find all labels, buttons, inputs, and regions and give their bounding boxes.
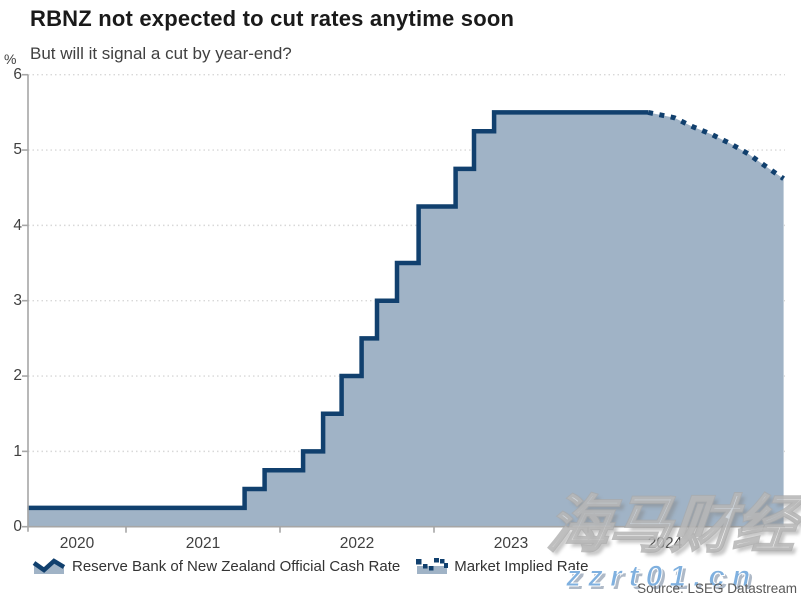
- y-axis-unit-label: %: [4, 51, 17, 67]
- y-tick-label: 0: [13, 518, 22, 535]
- x-tick-label: 2024: [647, 535, 683, 552]
- y-tick-label: 2: [13, 367, 22, 384]
- x-tick-label: 2020: [59, 535, 95, 552]
- legend-label-market-implied-rate: Market Implied Rate: [454, 557, 589, 575]
- y-tick-label: 1: [13, 443, 22, 460]
- chart-subtitle: But will it signal a cut by year-end?: [30, 44, 292, 63]
- x-tick-label: 2023: [493, 535, 529, 552]
- y-tick-label: 6: [13, 66, 22, 83]
- source-attribution: Source: LSEG Datastream: [637, 581, 797, 596]
- solid-wave-area-icon: [32, 558, 66, 574]
- legend: Reserve Bank of New Zealand Official Cas…: [32, 556, 588, 576]
- x-tick-label: 2022: [339, 535, 375, 552]
- y-tick-label: 4: [13, 217, 22, 234]
- y-tick-label: 5: [13, 141, 22, 158]
- legend-label-official-cash-rate: Reserve Bank of New Zealand Official Cas…: [72, 557, 401, 575]
- y-tick-label: 3: [13, 292, 22, 309]
- x-tick-label: 2021: [185, 535, 221, 552]
- dotted-wave-area-icon: [416, 558, 449, 574]
- chart-title: RBNZ not expected to cut rates anytime s…: [30, 6, 515, 31]
